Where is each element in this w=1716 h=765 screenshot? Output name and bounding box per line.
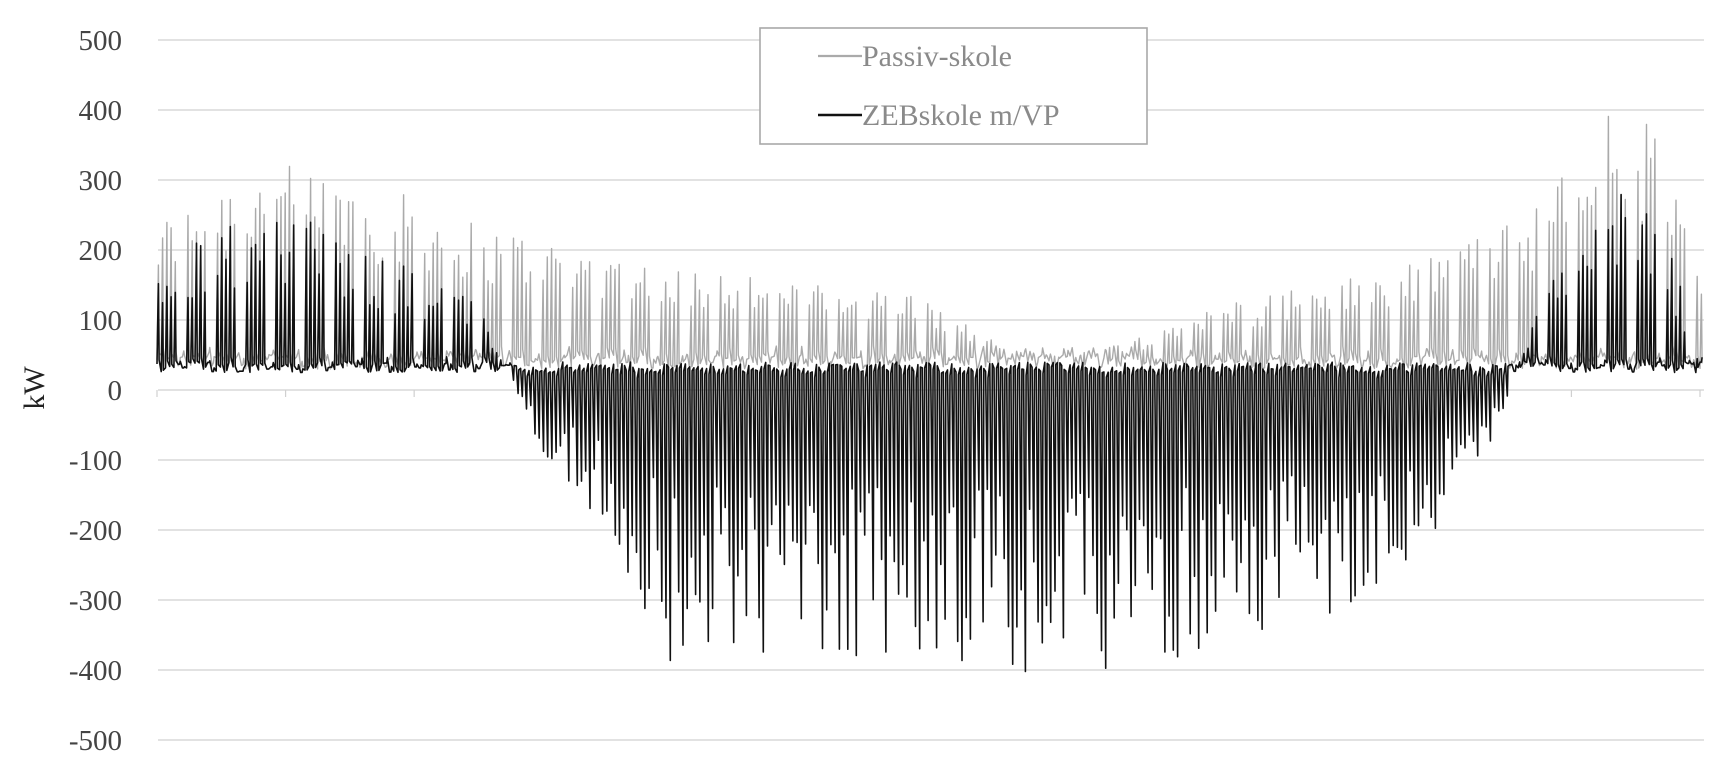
y-tick-label: 400 <box>79 95 123 127</box>
y-tick-label: -100 <box>69 445 122 477</box>
y-tick-label: -300 <box>69 585 122 617</box>
series-lines <box>156 115 1703 673</box>
y-axis-title: kW <box>18 366 51 410</box>
y-tick-label: -500 <box>69 725 122 757</box>
legend-box <box>759 27 1148 145</box>
series-line-passiv <box>156 115 1703 370</box>
y-axis-tick-labels: 500 400 300 200 100 0 -100 -200 -300 -400 -500 <box>69 25 122 757</box>
y-tick-label: 100 <box>79 305 123 337</box>
y-tick-label: -200 <box>69 515 122 547</box>
y-tick-label: -400 <box>69 655 122 687</box>
legend-label-passiv: Passiv-skole <box>862 40 1012 73</box>
y-tick-label: 300 <box>79 165 123 197</box>
y-tick-label: 0 <box>108 375 123 407</box>
y-tick-label: 500 <box>79 25 123 57</box>
series-line-zeb <box>156 193 1703 673</box>
legend-label-zeb: ZEBskole m/VP <box>862 99 1060 132</box>
legend: Passiv-skole ZEBskole m/VP <box>759 27 1148 145</box>
y-tick-label: 200 <box>79 235 123 267</box>
